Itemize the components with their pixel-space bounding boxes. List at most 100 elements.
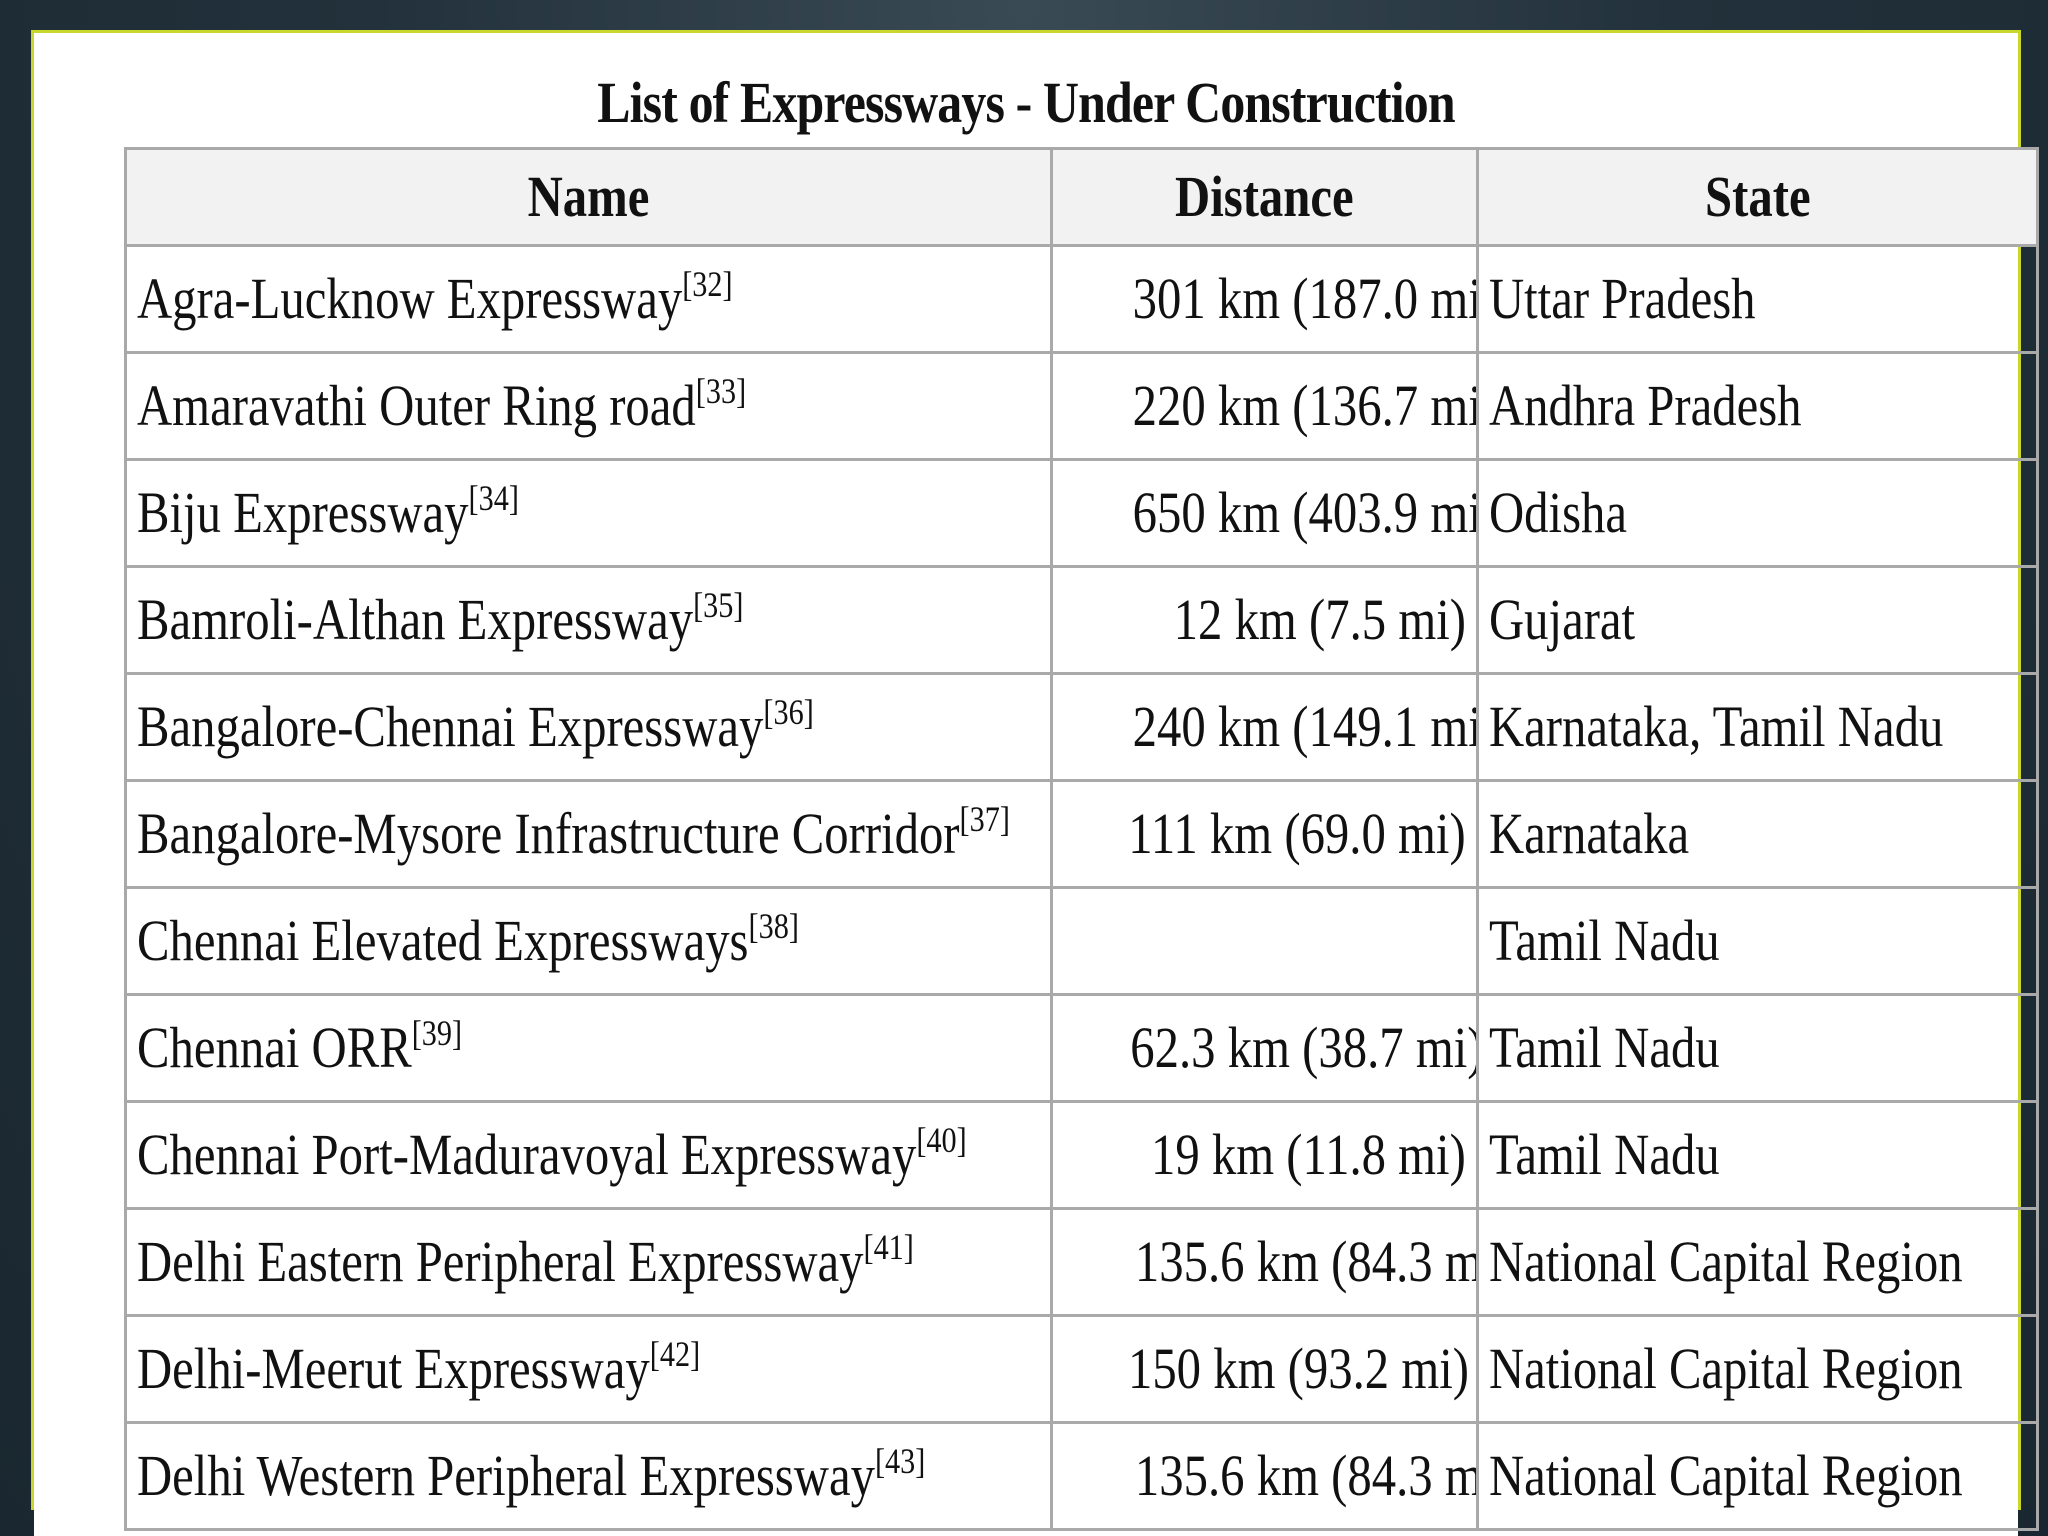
expressway-name-cell: Chennai ORR[39] [124, 993, 1053, 1103]
distance-cell: 135.6 km (84.3 mi) [1050, 1207, 1479, 1317]
citation-ref: [41] [863, 1227, 914, 1267]
state-value: Gujarat [1489, 587, 1636, 652]
table-row: Biju Expressway[34] 650 km (403.9 mi) Odis… [124, 458, 2039, 568]
table-row: Delhi-Meerut Expressway[42] 150 km (93.2 … [124, 1314, 2039, 1424]
state-cell: Gujarat [1476, 565, 2039, 675]
distance-cell: 220 km (136.7 mi) [1050, 351, 1479, 461]
expressway-name: Chennai Port-Maduravoyal Expressway [137, 1122, 917, 1187]
distance-value: 240 km (149.1 mi) [1132, 694, 1478, 759]
state-cell: Andhra Pradesh [1476, 351, 2039, 461]
state-value: Uttar Pradesh [1489, 266, 1756, 331]
state-value: Tamil Nadu [1489, 1122, 1720, 1187]
expressway-name-cell: Agra-Lucknow Expressway[32] [124, 244, 1053, 354]
expressway-name: Bangalore-Chennai Expressway [137, 694, 764, 759]
table-row: Bamroli-Althan Expressway[35] 12 km (7.5 … [124, 565, 2039, 675]
distance-value: 135.6 km (84.3 mi) [1134, 1443, 1478, 1508]
expressway-name-cell: Biju Expressway[34] [124, 458, 1053, 568]
citation-ref: [37] [959, 799, 1010, 839]
expressway-name-cell: Amaravathi Outer Ring road[33] [124, 351, 1053, 461]
distance-value: 62.3 km (38.7 mi) [1130, 1015, 1478, 1080]
expressway-name-cell: Chennai Port-Maduravoyal Expressway[40] [124, 1100, 1053, 1210]
distance-cell: 301 km (187.0 mi) [1050, 244, 1479, 354]
distance-cell: 12 km (7.5 mi) [1050, 565, 1479, 675]
column-header-state: State [1476, 147, 2039, 247]
column-header-name: Name [124, 147, 1053, 247]
header-row: Name Distance State [124, 147, 2039, 247]
citation-ref: [38] [748, 906, 799, 946]
state-cell: Odisha [1476, 458, 2039, 568]
distance-value: 650 km (403.9 mi) [1132, 480, 1478, 545]
citation-ref: [40] [916, 1120, 967, 1160]
state-cell: Uttar Pradesh [1476, 244, 2039, 354]
distance-cell [1050, 886, 1479, 996]
expressway-name-cell: Delhi Western Peripheral Expressway[43] [124, 1421, 1053, 1531]
distance-value: 19 km (11.8 mi) [1151, 1122, 1466, 1187]
table-row: Bangalore-Mysore Infrastructure Corridor… [124, 779, 2039, 889]
state-cell: National Capital Region [1476, 1207, 2039, 1317]
expressway-name: Chennai ORR [137, 1015, 412, 1080]
state-value: Karnataka, Tamil Nadu [1489, 694, 1944, 759]
citation-ref: [33] [695, 371, 747, 411]
table-row: Delhi Western Peripheral Expressway[43] 1… [124, 1421, 2039, 1531]
state-cell: Karnataka [1476, 779, 2039, 889]
expressways-table: Name Distance State Agra-Lucknow Express… [124, 147, 2039, 1531]
expressway-name: Amaravathi Outer Ring road [137, 373, 696, 438]
table-row: Bangalore-Chennai Expressway[36] 240 km (… [124, 672, 2039, 782]
distance-cell: 19 km (11.8 mi) [1050, 1100, 1479, 1210]
state-cell: National Capital Region [1476, 1421, 2039, 1531]
state-value: Tamil Nadu [1489, 1015, 1720, 1080]
expressway-name: Delhi Eastern Peripheral Expressway [137, 1229, 864, 1294]
state-value: Karnataka [1489, 801, 1690, 866]
state-cell: Tamil Nadu [1476, 993, 2039, 1103]
state-value: National Capital Region [1489, 1336, 1963, 1401]
distance-cell: 111 km (69.0 mi) [1050, 779, 1479, 889]
citation-ref: [32] [682, 264, 733, 304]
expressway-name: Chennai Elevated Expressways [137, 908, 749, 973]
expressway-name-cell: Chennai Elevated Expressways[38] [124, 886, 1053, 996]
state-value: Odisha [1489, 480, 1628, 545]
distance-cell: 135.6 km (84.3 mi) [1050, 1421, 1479, 1531]
state-cell: Tamil Nadu [1476, 1100, 2039, 1210]
citation-ref: [36] [763, 692, 814, 732]
column-header-distance: Distance [1050, 147, 1479, 247]
citation-ref: [34] [468, 478, 519, 518]
citation-ref: [35] [693, 585, 744, 625]
state-cell: National Capital Region [1476, 1314, 2039, 1424]
table-row: Amaravathi Outer Ring road[33] 220 km (13… [124, 351, 2039, 461]
distance-cell: 62.3 km (38.7 mi) [1050, 993, 1479, 1103]
expressway-name-cell: Bangalore-Mysore Infrastructure Corridor… [124, 779, 1053, 889]
expressway-name-cell: Delhi-Meerut Expressway[42] [124, 1314, 1053, 1424]
state-value: National Capital Region [1489, 1443, 1963, 1508]
expressway-name-cell: Delhi Eastern Peripheral Expressway[41] [124, 1207, 1053, 1317]
state-cell: Tamil Nadu [1476, 886, 2039, 996]
expressway-name: Bangalore-Mysore Infrastructure Corridor [137, 801, 960, 866]
expressway-name: Delhi Western Peripheral Expressway [137, 1443, 875, 1508]
state-value: Andhra Pradesh [1489, 373, 1802, 438]
citation-ref: [42] [649, 1334, 701, 1374]
table-row: Chennai ORR[39] 62.3 km (38.7 mi) Tamil Na… [124, 993, 2039, 1103]
distance-cell: 240 km (149.1 mi) [1050, 672, 1479, 782]
expressway-name-cell: Bamroli-Althan Expressway[35] [124, 565, 1053, 675]
citation-ref: [39] [411, 1013, 463, 1053]
distance-value: 301 km (187.0 mi) [1132, 266, 1478, 331]
table-row: Delhi Eastern Peripheral Expressway[41] 1… [124, 1207, 2039, 1317]
table-row: Agra-Lucknow Expressway[32] 301 km (187.0… [124, 244, 2039, 354]
distance-cell: 150 km (93.2 mi) [1050, 1314, 1479, 1424]
state-cell: Karnataka, Tamil Nadu [1476, 672, 2039, 782]
state-value: Tamil Nadu [1489, 908, 1720, 973]
citation-ref: [43] [874, 1441, 926, 1481]
distance-cell: 650 km (403.9 mi) [1050, 458, 1479, 568]
expressway-name: Delhi-Meerut Expressway [137, 1336, 650, 1401]
table-row: Chennai Elevated Expressways[38] Tamil Na… [124, 886, 2039, 996]
expressway-name: Agra-Lucknow Expressway [137, 266, 683, 331]
expressway-name-cell: Bangalore-Chennai Expressway[36] [124, 672, 1053, 782]
distance-value: 12 km (7.5 mi) [1173, 587, 1466, 652]
state-value: National Capital Region [1489, 1229, 1963, 1294]
distance-value: 220 km (136.7 mi) [1132, 373, 1478, 438]
table-body: Agra-Lucknow Expressway[32] 301 km (187.0… [124, 244, 2039, 1531]
expressway-name: Biju Expressway [137, 480, 469, 545]
distance-value: 135.6 km (84.3 mi) [1134, 1229, 1478, 1294]
table-caption: List of Expressways - Under Construction [597, 70, 1455, 135]
table-row: Chennai Port-Maduravoyal Expressway[40] 1… [124, 1100, 2039, 1210]
expressway-name: Bamroli-Althan Expressway [137, 587, 694, 652]
